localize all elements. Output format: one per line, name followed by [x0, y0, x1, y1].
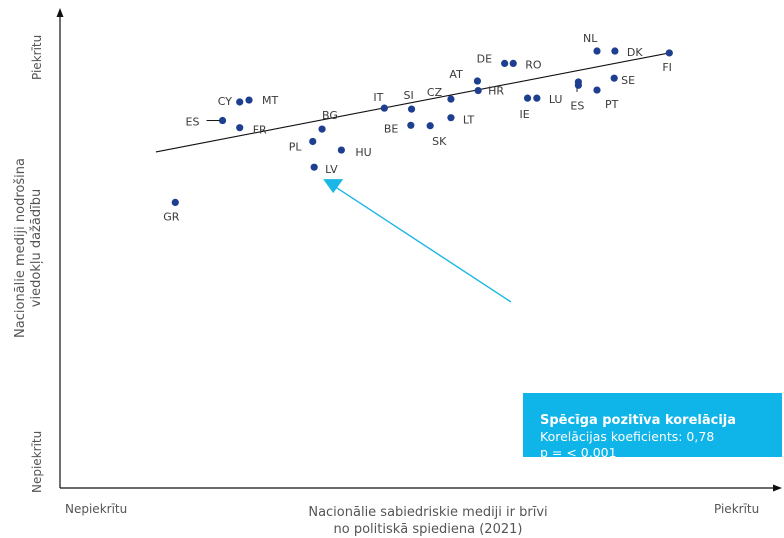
point-de-17 [501, 59, 509, 68]
point-label-cy-2: CY [218, 95, 232, 108]
y-axis-high-label: Piekrītu [30, 35, 44, 80]
point-sk-12 [426, 122, 434, 130]
x-axis-low-label: Nepiekrītu [65, 502, 127, 516]
point-label-cz-13: CZ [427, 86, 443, 99]
point-label-sk-12: SK [432, 135, 447, 148]
point-si-10 [407, 105, 416, 113]
point-es-1 [218, 116, 227, 125]
point-label-lu-20: LU [549, 93, 563, 106]
point-label-be-11: BE [384, 122, 399, 135]
point-hu-7 [337, 146, 345, 154]
x-axis-high-label: Piekrītu [714, 502, 759, 516]
point-label-fr-4: FR [253, 124, 267, 137]
point-pt-23 [593, 86, 601, 94]
point-label-es-1: ES [186, 116, 200, 129]
point-label-mt-3: MT [262, 94, 278, 107]
point-nl-25 [593, 47, 601, 55]
point-label-pt-23: PT [605, 98, 619, 111]
highlight-arrowhead-icon [323, 179, 344, 194]
point-label-it-9: IT [373, 91, 383, 104]
point-mt-3 [245, 96, 253, 104]
point-label-se-24: SE [621, 74, 635, 87]
y-axis-title-line-1: Nacionālie mediji nodrošina [13, 158, 28, 338]
point-pl-6 [309, 137, 317, 146]
point-label-bg-5: BG [322, 109, 338, 122]
correlation-title: Spēcīga pozitīva korelācija [540, 413, 737, 428]
point-label-lv-8: LV [325, 163, 338, 176]
point-ie-19 [523, 94, 532, 102]
trend-line [155, 52, 670, 153]
point-label-dk-26: DK [627, 46, 643, 59]
point-dk-26 [611, 47, 619, 55]
point-label-hu-7: HU [355, 146, 371, 159]
point-ro-18 [509, 59, 517, 68]
point-cy-2 [236, 98, 244, 106]
x-axis-title-line-2: no politiskā spiediena (2021) [334, 522, 523, 537]
y-axis-low-label: Nepiekrītu [30, 431, 44, 493]
y-axis-arrow-icon [56, 8, 64, 17]
point-lu-20 [533, 94, 541, 102]
point-hr-16 [474, 86, 482, 95]
point-se-24 [610, 74, 618, 82]
correlation-p-value: p = < 0,001 [540, 445, 617, 460]
point-label-pl-6: PL [289, 140, 303, 153]
point-at-15 [473, 77, 482, 85]
point-label-de-17: DE [477, 52, 492, 65]
correlation-box: Spēcīga pozitīva korelācija Korelācijas … [523, 393, 782, 460]
point-bg-5 [318, 125, 326, 133]
point-fi-27 [665, 49, 673, 57]
highlight-arrow [330, 183, 512, 303]
point-label-ro-18: RO [525, 58, 542, 71]
correlation-coefficient: Korelācijas koeficients: 0,78 [540, 429, 715, 444]
point-label-gr-0: GR [163, 210, 180, 223]
point-cz-13 [447, 95, 455, 103]
data-points: GR ES CY MT FR BG PL HU LV IT SI BE SK CZ LT AT HR DE RO IE… [163, 32, 673, 223]
point-be-11 [407, 121, 415, 129]
point-lv-8 [310, 163, 318, 171]
point-label-at-15: AT [449, 68, 463, 81]
x-axis-title-line-1: Nacionālie sabiedriskie mediji ir brīvi [308, 505, 547, 520]
point-label-hr-16: HR [488, 85, 504, 98]
point-label-si-10: SI [404, 89, 414, 102]
point-label-nl-25: NL [583, 32, 598, 45]
point-label-ie-19: IE [520, 108, 530, 121]
point-it-9 [380, 104, 388, 112]
point-label-fi-27: FI [662, 61, 672, 74]
y-axis-title-line-2: viedokļu dažādību [29, 189, 44, 307]
point-label-es-22: ES [570, 99, 584, 112]
point-fr-4 [236, 124, 244, 132]
point-lt-14 [447, 114, 455, 122]
point-gr-0 [171, 198, 179, 206]
point-es-22 [574, 81, 582, 89]
point-label-lt-14: LT [463, 114, 475, 127]
x-axis-arrow-icon [773, 484, 782, 492]
